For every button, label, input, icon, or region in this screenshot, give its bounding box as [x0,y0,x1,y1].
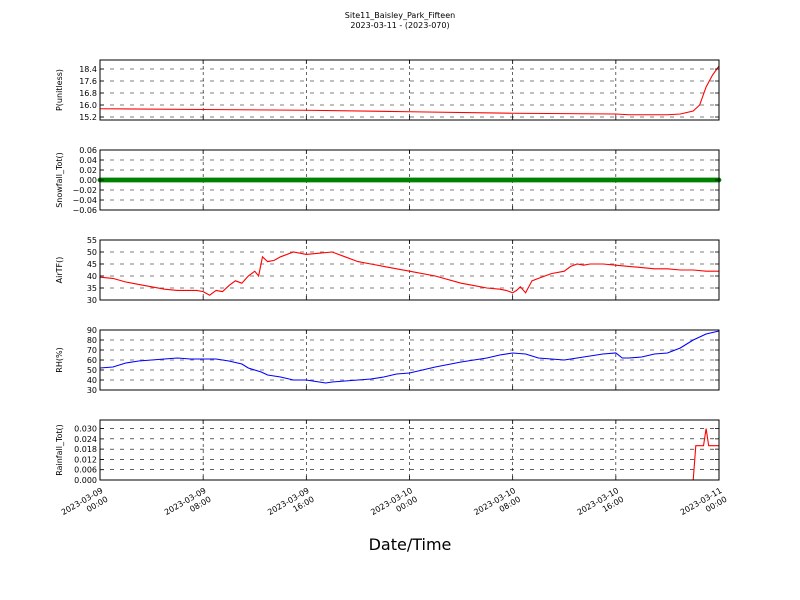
y-tick-label: 0.06 [79,146,97,155]
y-tick-label: 0.030 [74,425,97,434]
y-tick-label: 15.2 [79,113,97,122]
y-tick-label: −0.06 [72,206,97,215]
y-tick-label: 90 [87,326,97,335]
y-tick-label: 0.04 [79,156,97,165]
y-tick-label: 0.00 [79,176,97,185]
panel-1: 15.2 16.0 16.8 17.6 18.4 P(unitless) [55,59,720,122]
y-axis-label: Rainfall_Tot() [55,424,64,476]
y-tick-label: 80 [87,336,97,345]
x-axis-label: Date/Time [368,535,452,554]
y-tick-label: 60 [87,356,97,365]
figure-subtitle: 2023-03-11 - (2023-070) [350,21,450,30]
y-tick-label: 0.018 [74,445,97,454]
panel-3: 30 35 40 45 50 55 AirTF() [55,236,720,305]
y-tick-label: 0.006 [74,466,97,475]
y-tick-label: 45 [87,260,97,269]
y-tick-label: 40 [87,376,97,385]
y-tick-label: 16.8 [79,89,97,98]
series-line [99,330,720,384]
y-tick-label: 30 [87,296,97,305]
y-tick-label: 17.6 [79,77,97,86]
y-axis-label: Snowfall_Tot() [55,152,64,208]
y-tick-label: −0.04 [72,196,97,205]
figure-title: Site11_Baisley_Park_Fifteen [344,11,456,20]
y-tick-label: 30 [87,386,97,395]
y-tick-label: 0.024 [74,435,97,444]
y-tick-label: 0.000 [74,476,97,485]
panel-2: −0.06−0.04−0.020.000.020.040.06 Snowfall_… [55,146,722,215]
y-tick-label: −0.02 [72,186,97,195]
series-line [100,428,719,481]
y-tick-label: 50 [87,366,97,375]
y-tick-label: 40 [87,272,97,281]
y-tick-label: 16.0 [79,101,97,110]
y-tick-label: 18.4 [79,65,97,74]
series-line [99,251,719,296]
y-tick-label: 55 [87,236,97,245]
y-tick-label: 70 [87,346,97,355]
y-tick-label: 0.02 [79,166,97,175]
y-tick-label: 35 [87,284,97,293]
y-axis-label: P(unitless) [55,69,64,111]
series-line [99,65,720,116]
y-tick-label: 50 [87,248,97,257]
y-axis-label: RH(%) [55,347,64,372]
y-axis-label: AirTF() [55,257,64,284]
y-tick-label: 0.012 [74,455,97,464]
